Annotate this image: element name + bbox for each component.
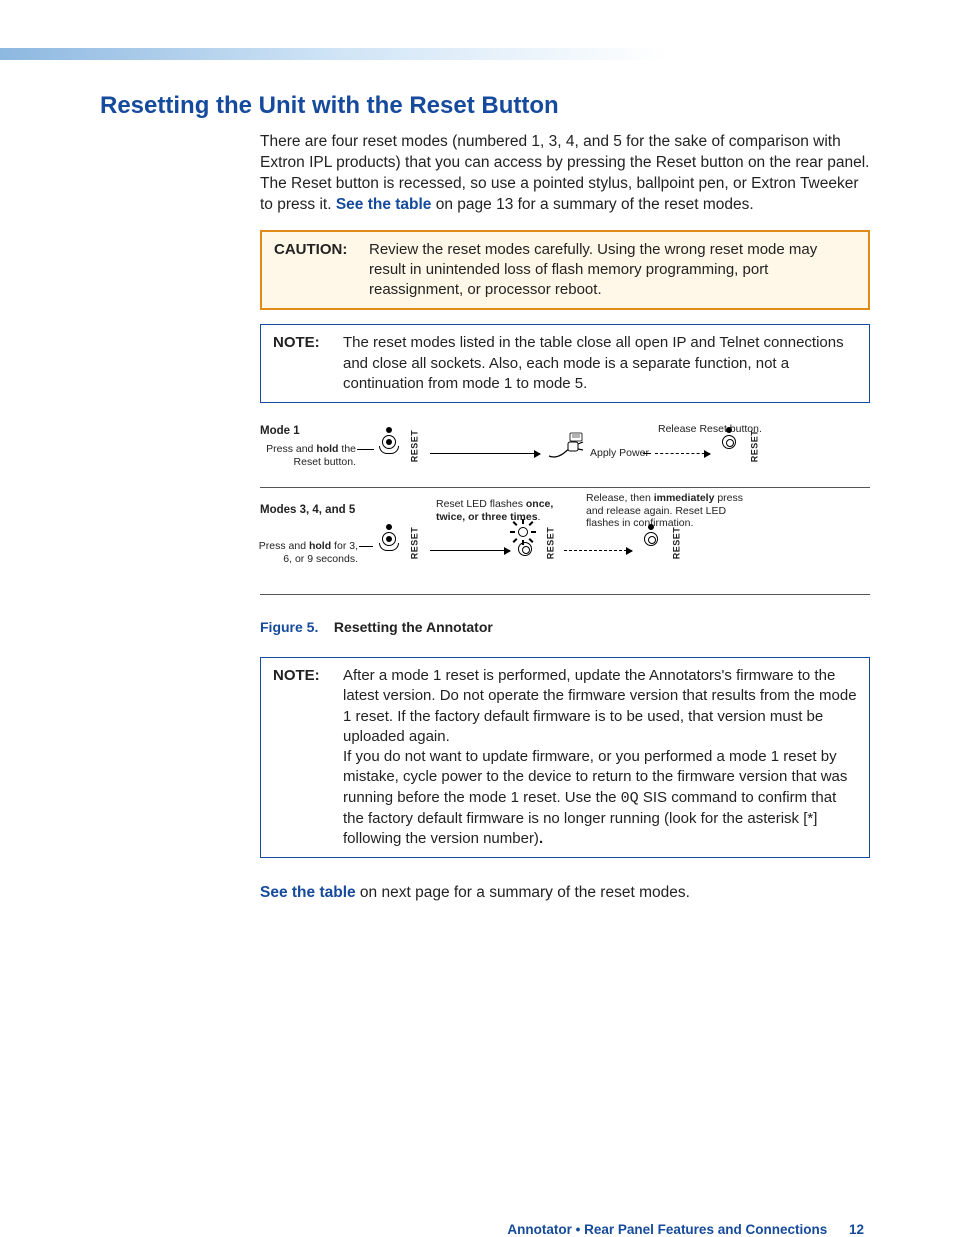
m345-flash-text: Reset LED flashes once, twice, or three … xyxy=(436,498,576,523)
m345-reset-button-icon-1 xyxy=(374,524,404,564)
m345-press-a: Press and xyxy=(259,540,309,552)
caution-box: CAUTION: Review the reset modes carefull… xyxy=(260,230,870,311)
section-heading: Resetting the Unit with the Reset Button xyxy=(100,92,870,120)
apply-power-text: Apply Power xyxy=(590,447,649,460)
m345-release-a: Release, then xyxy=(586,492,654,504)
note2-p2c: . xyxy=(539,830,543,847)
mode1-reset-button-icon-1 xyxy=(374,427,404,467)
figure-title: Resetting the Annotator xyxy=(334,619,493,635)
mode1-arrow-solid xyxy=(430,453,540,454)
m345-flash-b: . xyxy=(538,511,541,523)
mode1-reset-button-icon-2 xyxy=(714,427,744,467)
intro-text-b: on page 13 for a summary of the reset mo… xyxy=(431,196,753,213)
mode1-reset-label-2: RESET xyxy=(749,430,759,463)
mode1-leader xyxy=(357,449,374,450)
note2-p1: After a mode 1 reset is performed, updat… xyxy=(343,666,857,747)
top-gradient-bar xyxy=(0,48,954,60)
caution-body: Review the reset modes carefully. Using … xyxy=(369,240,856,301)
note-box-1: NOTE: The reset modes listed in the tabl… xyxy=(260,324,870,403)
mode1-arrow-dash xyxy=(655,453,710,454)
note1-label: NOTE: xyxy=(273,333,343,394)
mode1-press-bold: hold xyxy=(316,443,338,455)
m345-reset-button-icon-2 xyxy=(510,534,540,574)
m345-leader xyxy=(359,546,373,547)
power-plug-icon xyxy=(546,431,586,461)
mode1-press-text: Press and hold the Reset button. xyxy=(266,443,356,468)
m345-release-bold: immediately xyxy=(654,492,715,504)
m345-press-bold: hold xyxy=(309,540,331,552)
figure-separator xyxy=(260,487,870,488)
m345-reset-button-icon-3 xyxy=(636,524,666,564)
note2-body: After a mode 1 reset is performed, updat… xyxy=(343,666,857,849)
mode1-press-a: Press and xyxy=(266,443,316,455)
note1-body: The reset modes listed in the table clos… xyxy=(343,333,857,394)
figure-5: Mode 1 Press and hold the Reset button. … xyxy=(260,425,870,635)
m345-release-text: Release, then immediately press and rele… xyxy=(586,492,746,530)
m345-arrow-dash xyxy=(564,550,632,551)
m345-arrow-solid xyxy=(430,550,510,551)
bottom-rest: on next page for a summary of the reset … xyxy=(356,884,690,901)
note-box-2: NOTE: After a mode 1 reset is performed,… xyxy=(260,657,870,858)
intro-paragraph: There are four reset modes (numbered 1, … xyxy=(260,132,870,216)
bottom-see-table: See the table on next page for a summary… xyxy=(260,884,870,902)
apply-power-leader xyxy=(643,453,651,454)
m345-reset-label-1: RESET xyxy=(409,527,419,560)
release-text: Release Reset button. xyxy=(658,423,762,436)
modes345-title: Modes 3, 4, and 5 xyxy=(260,504,355,516)
modes345-press-text: Press and hold for 3, 6, or 9 seconds. xyxy=(258,540,358,565)
note2-code: 0Q xyxy=(621,790,639,807)
mode1-reset-label-1: RESET xyxy=(409,430,419,463)
figure-caption: Figure 5. Resetting the Annotator xyxy=(260,619,870,635)
figure-number: Figure 5. xyxy=(260,619,318,635)
page-content: Resetting the Unit with the Reset Button… xyxy=(100,92,870,902)
m345-reset-label-2: RESET xyxy=(545,527,555,560)
m345-flash-a: Reset LED flashes xyxy=(436,498,526,510)
note2-p2: If you do not want to update firmware, o… xyxy=(343,747,857,849)
see-table-link-2[interactable]: See the table xyxy=(260,884,356,901)
m345-reset-label-3: RESET xyxy=(671,527,681,560)
mode1-title: Mode 1 xyxy=(260,425,300,437)
note2-label: NOTE: xyxy=(273,666,343,849)
caution-label: CAUTION: xyxy=(274,240,369,301)
see-table-link-1[interactable]: See the table xyxy=(336,196,432,213)
